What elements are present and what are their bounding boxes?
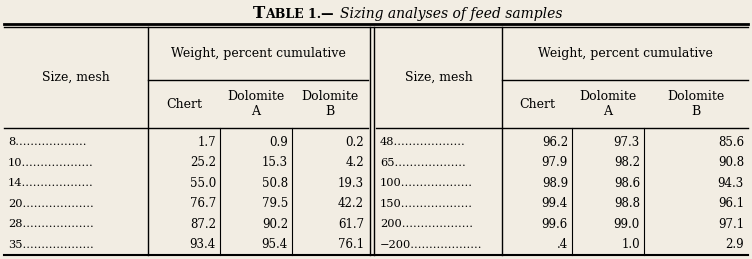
Text: 93.4: 93.4 bbox=[190, 238, 216, 251]
Text: 14...................: 14................... bbox=[8, 178, 94, 188]
Text: 90.2: 90.2 bbox=[262, 218, 288, 231]
Text: 1.7: 1.7 bbox=[197, 136, 216, 149]
Text: 95.4: 95.4 bbox=[262, 238, 288, 251]
Text: 90.8: 90.8 bbox=[718, 156, 744, 169]
Text: 98.6: 98.6 bbox=[614, 177, 640, 190]
Text: Weight, percent cumulative: Weight, percent cumulative bbox=[171, 47, 345, 60]
Text: 150...................: 150................... bbox=[380, 199, 473, 209]
Text: 35...................: 35................... bbox=[8, 240, 94, 250]
Text: Size, mesh: Size, mesh bbox=[42, 71, 110, 84]
Text: 65...................: 65................... bbox=[380, 158, 465, 168]
Text: Dolomite
A: Dolomite A bbox=[579, 90, 637, 118]
Text: 19.3: 19.3 bbox=[338, 177, 364, 190]
Text: 0.9: 0.9 bbox=[269, 136, 288, 149]
Text: 55.0: 55.0 bbox=[190, 177, 216, 190]
Text: 98.2: 98.2 bbox=[614, 156, 640, 169]
Text: 99.4: 99.4 bbox=[541, 197, 568, 210]
Text: 98.8: 98.8 bbox=[614, 197, 640, 210]
Text: T: T bbox=[253, 5, 265, 23]
Text: 87.2: 87.2 bbox=[190, 218, 216, 231]
Text: 94.3: 94.3 bbox=[717, 177, 744, 190]
Text: 25.2: 25.2 bbox=[190, 156, 216, 169]
Text: 100...................: 100................... bbox=[380, 178, 473, 188]
Text: Dolomite
B: Dolomite B bbox=[667, 90, 725, 118]
Text: 97.3: 97.3 bbox=[614, 136, 640, 149]
Text: ABLE 1.—: ABLE 1.— bbox=[265, 8, 333, 20]
Text: 20...................: 20................... bbox=[8, 199, 94, 209]
Text: 10...................: 10................... bbox=[8, 158, 94, 168]
Text: 2.9: 2.9 bbox=[726, 238, 744, 251]
Text: 48...................: 48................... bbox=[380, 137, 465, 147]
Text: 1.0: 1.0 bbox=[621, 238, 640, 251]
Text: Chert: Chert bbox=[519, 97, 555, 111]
Text: Sizing analyses of feed samples: Sizing analyses of feed samples bbox=[340, 7, 562, 21]
Text: 0.2: 0.2 bbox=[345, 136, 364, 149]
Text: Dolomite
A: Dolomite A bbox=[227, 90, 284, 118]
Text: 76.1: 76.1 bbox=[338, 238, 364, 251]
Text: 28...................: 28................... bbox=[8, 219, 94, 229]
Text: 4.2: 4.2 bbox=[345, 156, 364, 169]
Text: 99.0: 99.0 bbox=[614, 218, 640, 231]
Text: 8...................: 8................... bbox=[8, 137, 86, 147]
Text: 99.6: 99.6 bbox=[541, 218, 568, 231]
Text: 96.1: 96.1 bbox=[718, 197, 744, 210]
Text: 61.7: 61.7 bbox=[338, 218, 364, 231]
Text: −200...................: −200................... bbox=[380, 240, 483, 250]
Text: 42.2: 42.2 bbox=[338, 197, 364, 210]
Text: 200...................: 200................... bbox=[380, 219, 473, 229]
Text: 97.1: 97.1 bbox=[718, 218, 744, 231]
Text: Weight, percent cumulative: Weight, percent cumulative bbox=[538, 47, 712, 60]
Text: 97.9: 97.9 bbox=[541, 156, 568, 169]
Text: 85.6: 85.6 bbox=[718, 136, 744, 149]
Text: 50.8: 50.8 bbox=[262, 177, 288, 190]
Text: Dolomite
B: Dolomite B bbox=[302, 90, 359, 118]
Text: 96.2: 96.2 bbox=[542, 136, 568, 149]
Text: Chert: Chert bbox=[166, 97, 202, 111]
Text: Size, mesh: Size, mesh bbox=[405, 71, 473, 84]
Text: 76.7: 76.7 bbox=[190, 197, 216, 210]
Text: 79.5: 79.5 bbox=[262, 197, 288, 210]
Text: 98.9: 98.9 bbox=[542, 177, 568, 190]
Text: 15.3: 15.3 bbox=[262, 156, 288, 169]
Text: .4: .4 bbox=[556, 238, 568, 251]
